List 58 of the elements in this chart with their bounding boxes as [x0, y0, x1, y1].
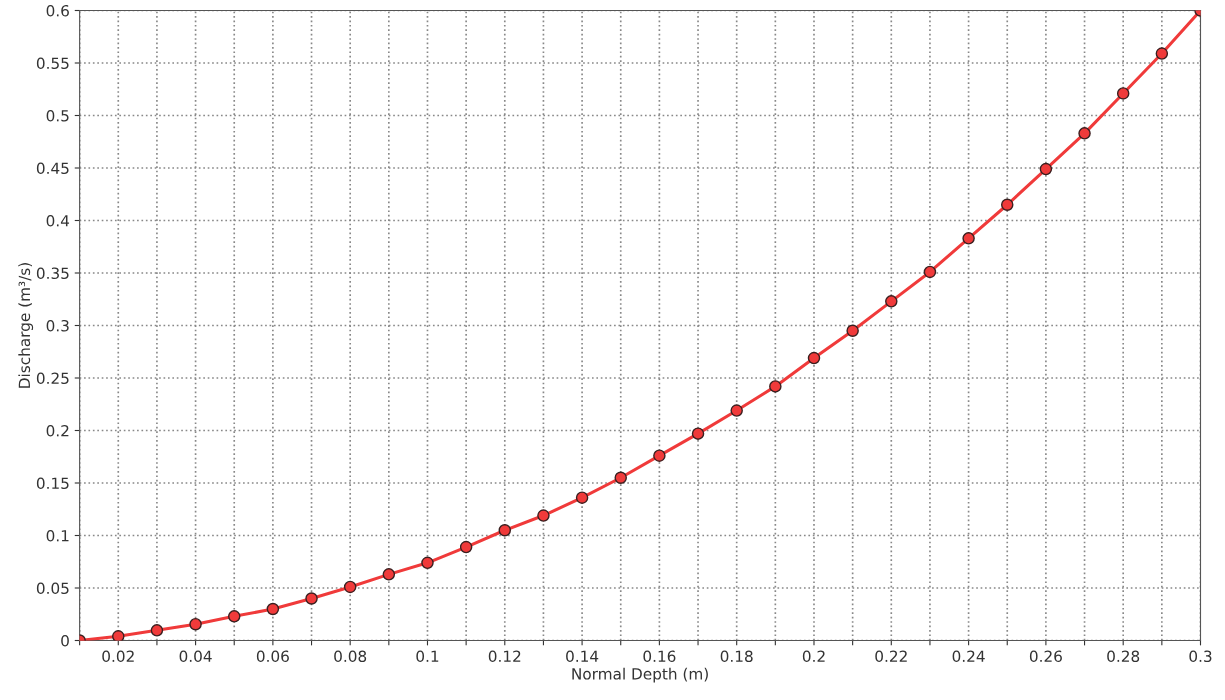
point: [382, 568, 396, 581]
x-tick-label: 0.14: [566, 650, 599, 663]
x-tick-label: 0.12: [488, 650, 521, 663]
point: [227, 610, 241, 623]
y-tick-label: 0.35: [36, 267, 69, 280]
x-tick-label: 0.28: [1107, 650, 1140, 663]
point: [537, 509, 550, 522]
x-tick-label: 0.24: [952, 650, 985, 663]
point: [189, 617, 202, 631]
y-tick-label: 0.6: [46, 4, 69, 17]
y-tick-label: 0.15: [36, 477, 69, 490]
y-tick-label: 0.25: [36, 372, 69, 385]
point: [962, 232, 975, 245]
x-tick-label: 0.1: [416, 650, 439, 663]
point: [885, 295, 898, 308]
y-tick-label: 0.3: [46, 319, 69, 332]
point: [421, 556, 434, 570]
x-tick-label: 0.22: [875, 650, 907, 663]
point: [807, 351, 821, 365]
point: [1155, 47, 1169, 60]
point: [266, 602, 280, 616]
x-tick-label: 0.18: [720, 650, 753, 663]
x-tick-label: 0.26: [1029, 650, 1062, 663]
point: [343, 580, 357, 594]
x-tick-label: 0.08: [334, 650, 367, 663]
y-tick-label: 0.55: [36, 57, 69, 70]
y-tick-label: 0.45: [36, 162, 69, 175]
y-tick-label: 0.5: [46, 109, 69, 122]
point: [846, 324, 859, 338]
x-tick-label: 0.16: [643, 650, 676, 663]
x-tick-label: 0.2: [802, 650, 825, 663]
x-tick-label: 0.3: [1189, 650, 1212, 663]
y-tick-label: 0.1: [46, 529, 69, 542]
point: [691, 427, 705, 440]
x-axis-title: Normal Depth (m): [572, 667, 708, 683]
point: [575, 491, 589, 504]
x-tick-label: 0.04: [179, 650, 212, 663]
point: [459, 540, 473, 554]
point: [1000, 198, 1014, 212]
point: [1078, 127, 1091, 140]
y-tick-label: 0.05: [36, 582, 69, 595]
point: [498, 523, 512, 537]
point: [150, 624, 164, 637]
point: [614, 471, 627, 485]
y-tick-label: 0.4: [46, 214, 70, 227]
x-tick-label: 0.02: [102, 650, 134, 663]
y-axis-title: Discharge (m³/s): [18, 263, 34, 388]
y-tick-label: 0.2: [46, 424, 69, 437]
point: [112, 630, 125, 641]
point: [1116, 87, 1130, 100]
point: [769, 380, 782, 393]
point: [305, 592, 318, 605]
y-tick-label: 0: [61, 634, 69, 647]
x-tick-label: 0.06: [256, 650, 289, 663]
point: [1039, 162, 1053, 176]
point: [653, 449, 666, 462]
point: [730, 404, 743, 417]
point: [923, 265, 937, 279]
